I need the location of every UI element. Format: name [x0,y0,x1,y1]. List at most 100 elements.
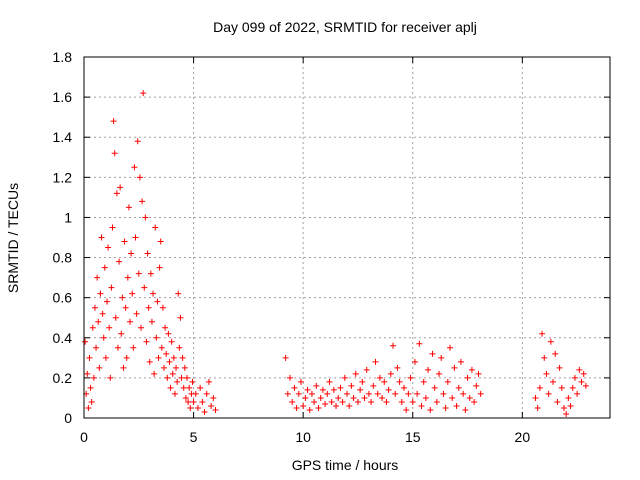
data-point [541,354,548,361]
data-point [155,354,162,361]
x-tick-label: 5 [190,429,198,445]
data-point [383,398,390,405]
data-point [293,404,300,411]
data-point [118,330,125,337]
data-point [171,390,178,397]
data-point [94,274,101,281]
data-point [109,224,116,231]
data-point [407,374,414,381]
data-point [91,304,98,311]
data-point [563,410,570,417]
data-point [120,364,127,371]
data-point [429,350,436,357]
y-tick-label: 0 [64,410,72,426]
data-point [121,238,128,245]
data-point [116,258,123,265]
data-point [302,394,309,401]
data-point [315,404,322,411]
data-point [324,390,331,397]
y-tick-label: 0.8 [53,250,73,266]
data-point [107,374,114,381]
y-axis-label: SRMTID / TECUs [5,183,21,293]
data-point [184,374,191,381]
data-point [425,366,432,373]
data-point [194,404,201,411]
data-point [287,374,294,381]
data-point [328,398,335,405]
data-point [556,364,563,371]
data-point [87,384,94,391]
data-point [390,342,397,349]
data-point [114,344,121,351]
data-point [473,382,480,389]
data-point [282,354,289,361]
data-point [554,398,561,405]
data-point [108,284,115,291]
data-point [203,390,210,397]
data-point [567,402,574,409]
data-point [179,354,186,361]
data-point [536,384,543,391]
data-point [403,406,410,413]
data-point [93,344,100,351]
data-point [141,284,148,291]
data-point [361,394,368,401]
data-point [152,224,159,231]
data-point [578,378,585,385]
data-point [146,358,153,365]
data-point [370,382,377,389]
data-point [156,264,163,271]
data-point [550,378,557,385]
data-point [411,358,418,365]
data-point [313,382,320,389]
data-point [165,330,172,337]
data-point [145,304,152,311]
data-point [457,358,464,365]
data-point [534,404,541,411]
data-point [462,406,469,413]
data-point [311,398,318,405]
data-point [132,234,139,241]
data-point [212,406,219,413]
data-point [289,398,296,405]
data-point [106,324,113,331]
axes-layer [83,56,611,419]
data-point [468,366,475,373]
data-point [306,406,313,413]
data-point [348,382,355,389]
data-point [197,384,204,391]
x-tick-label: 20 [515,429,531,445]
data-point [170,354,177,361]
data-point [576,366,583,373]
x-axis-label: GPS time / hours [292,457,399,473]
data-point [86,354,93,361]
data-point [112,314,119,321]
data-point [574,390,581,397]
data-point [333,402,340,409]
data-point [199,398,206,405]
data-point [379,394,386,401]
y-tick-label: 1.4 [53,129,73,145]
data-point [392,390,399,397]
data-point [300,402,307,409]
data-point [185,398,192,405]
data-point [475,370,482,377]
data-point [186,384,193,391]
data-point [565,394,572,401]
data-point [137,324,144,331]
data-point [164,374,171,381]
data-point [124,274,131,281]
data-point [442,404,449,411]
data-point [210,394,217,401]
data-point [177,314,184,321]
data-point [416,340,423,347]
data-point [368,398,375,405]
data-point [560,404,567,411]
data-point [471,398,478,405]
data-point [166,358,173,365]
y-tick-label: 1.2 [53,169,73,185]
data-point [365,390,372,397]
y-tick-label: 1.8 [53,49,73,65]
labels-layer: 0 0.2 0.4 0.6 0.8 1 1.2 1.4 1.6 1.8 0 5 10 15 20 [53,49,531,445]
data-point [453,402,460,409]
